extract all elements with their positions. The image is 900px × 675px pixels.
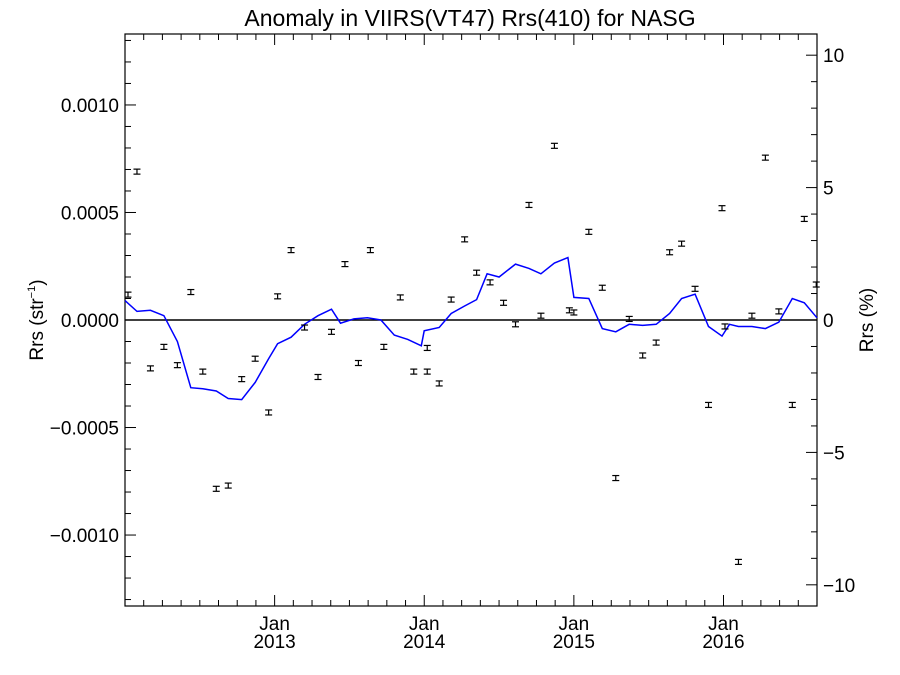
data-point bbox=[366, 247, 374, 254]
data-point bbox=[287, 247, 295, 254]
data-point bbox=[212, 485, 220, 492]
series-line-blue bbox=[124, 256, 818, 401]
data-point bbox=[301, 324, 309, 331]
y-left-tick-label: −0.0010 bbox=[50, 526, 119, 547]
data-point bbox=[435, 380, 443, 387]
data-point bbox=[537, 312, 545, 319]
data-point bbox=[133, 168, 141, 175]
data-point bbox=[327, 328, 335, 335]
data-point bbox=[705, 401, 713, 409]
data-point bbox=[354, 359, 362, 367]
axis-tick-labels: 0.0010 0.0005 0.0000 −0.0005 −0.0010 10 5 0 −5 −1… bbox=[50, 46, 855, 653]
data-point bbox=[447, 296, 455, 303]
y-axis-label-right: Rrs (%) bbox=[857, 288, 878, 352]
data-points bbox=[124, 142, 820, 566]
data-point bbox=[812, 281, 820, 288]
data-point bbox=[410, 368, 418, 375]
y-right-tick-label: −10 bbox=[823, 576, 855, 597]
data-point bbox=[761, 154, 769, 161]
x-tick-label-month: Jan bbox=[708, 614, 739, 635]
data-point bbox=[625, 315, 633, 323]
x-tick-label-year: 2013 bbox=[253, 632, 295, 653]
data-point bbox=[500, 299, 508, 306]
y-left-tick-label: 0.0010 bbox=[61, 96, 119, 117]
data-point bbox=[199, 368, 207, 375]
data-point bbox=[251, 355, 259, 362]
data-point bbox=[396, 294, 404, 301]
data-point bbox=[734, 558, 742, 566]
y-right-tick-label: 5 bbox=[823, 179, 834, 200]
data-point bbox=[486, 279, 494, 286]
data-point bbox=[265, 409, 273, 416]
data-point bbox=[678, 240, 686, 247]
data-point bbox=[187, 288, 195, 296]
data-point bbox=[570, 309, 578, 316]
data-point bbox=[525, 201, 533, 209]
data-point bbox=[160, 343, 168, 350]
data-point bbox=[788, 401, 796, 409]
x-tick-label-month: Jan bbox=[409, 614, 440, 635]
data-point bbox=[550, 142, 558, 149]
data-point bbox=[173, 362, 181, 369]
data-point bbox=[146, 365, 154, 372]
data-point bbox=[718, 205, 726, 212]
x-tick-label-month: Jan bbox=[259, 614, 290, 635]
x-tick-label-year: 2016 bbox=[702, 632, 744, 653]
data-point bbox=[612, 474, 620, 482]
x-tick-label-year: 2014 bbox=[403, 632, 446, 653]
data-point bbox=[274, 293, 282, 300]
data-point bbox=[775, 308, 783, 315]
y-left-tick-label: 0.0005 bbox=[61, 203, 119, 224]
data-point bbox=[238, 376, 246, 383]
data-point bbox=[639, 352, 647, 359]
x-tick-label-year: 2015 bbox=[553, 632, 595, 653]
data-point bbox=[512, 321, 520, 328]
data-point bbox=[314, 373, 322, 381]
data-point bbox=[585, 228, 593, 235]
data-point bbox=[423, 368, 431, 375]
data-point bbox=[721, 323, 729, 330]
y-axis-label-left: Rrs (str−1) bbox=[26, 279, 48, 360]
y-right-tick-label: 10 bbox=[823, 46, 844, 67]
data-point bbox=[423, 344, 431, 352]
data-point bbox=[473, 269, 481, 276]
y-left-tick-label: −0.0005 bbox=[50, 419, 119, 440]
data-point bbox=[748, 312, 756, 319]
data-point bbox=[224, 482, 232, 489]
data-point bbox=[691, 285, 699, 292]
data-point bbox=[461, 236, 469, 243]
data-point bbox=[800, 215, 808, 223]
data-point bbox=[565, 307, 573, 314]
data-point bbox=[666, 249, 674, 256]
chart-title: Anomaly in VIIRS(VT47) Rrs(410) for NASG bbox=[244, 5, 695, 31]
y-right-tick-label: −5 bbox=[823, 443, 845, 464]
y-left-tick-label: 0.0000 bbox=[61, 311, 119, 332]
data-point bbox=[380, 343, 388, 350]
data-point bbox=[341, 260, 349, 268]
y-right-tick-label: 0 bbox=[823, 311, 834, 332]
x-tick-label-month: Jan bbox=[559, 614, 590, 635]
data-point bbox=[598, 284, 606, 291]
data-point bbox=[652, 339, 660, 346]
data-point bbox=[124, 291, 132, 298]
